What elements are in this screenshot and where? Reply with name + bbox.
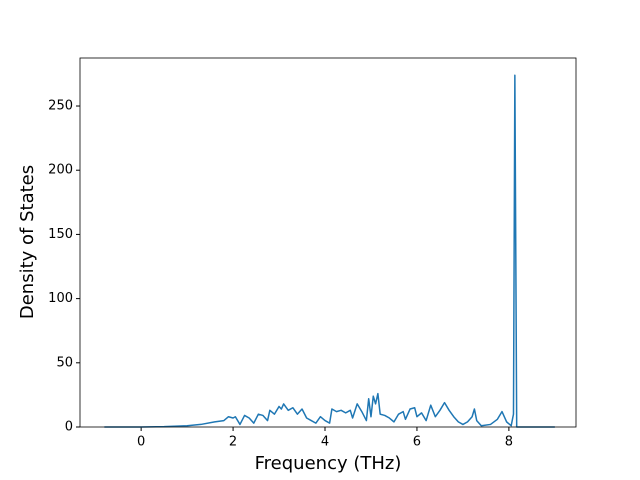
x-tick-label: 8 — [505, 435, 513, 450]
x-axis-label: Frequency (THz) — [255, 453, 402, 474]
y-tick-label: 50 — [56, 355, 73, 370]
x-tick-label: 4 — [321, 435, 329, 450]
y-tick-label: 100 — [48, 291, 73, 306]
y-tick-label: 200 — [48, 163, 73, 178]
y-tick-label: 0 — [65, 420, 73, 435]
x-tick-label: 6 — [413, 435, 421, 450]
y-axis-label: Density of States — [17, 165, 38, 319]
plot-frame — [79, 57, 577, 428]
x-tick-label: 2 — [229, 435, 237, 450]
y-tick-label: 150 — [48, 227, 73, 242]
y-tick-label: 250 — [48, 99, 73, 114]
x-tick-label: 0 — [137, 435, 145, 450]
line-series — [104, 74, 555, 428]
